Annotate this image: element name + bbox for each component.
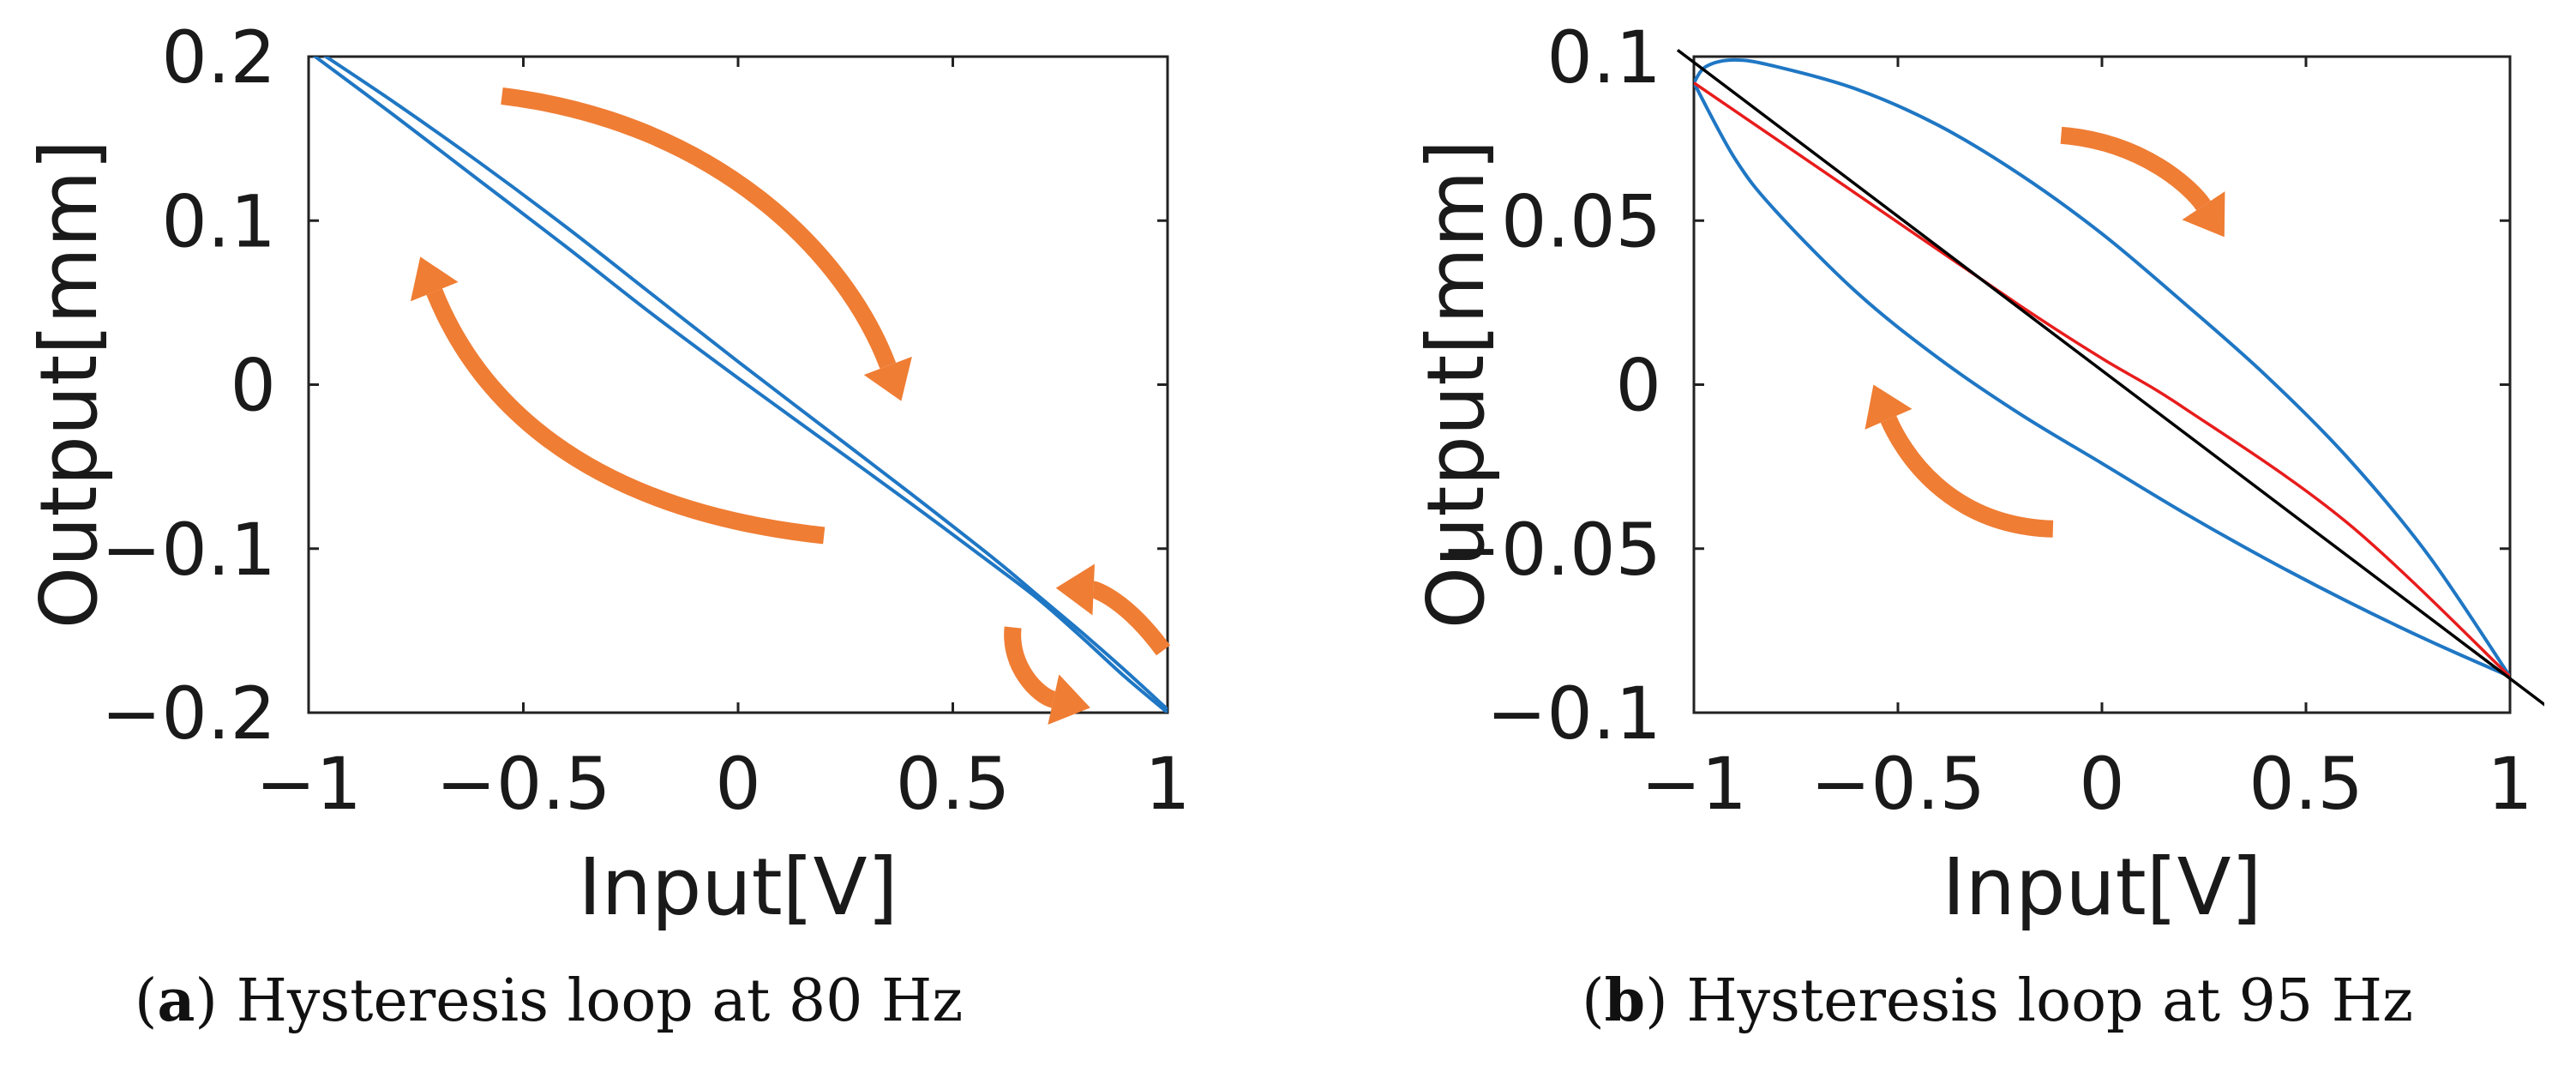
arrow-head	[1864, 384, 1912, 430]
arrow-upper-right	[2060, 126, 2225, 238]
arrow-top	[501, 87, 912, 401]
tick-marks	[307, 55, 1169, 714]
x-tick-label: −1	[1641, 742, 1747, 826]
y-tick-label: −0.1	[1486, 672, 1661, 756]
panel-caption: (a) Hysteresis loop at 80 Hz	[135, 967, 963, 1035]
arrow-head	[2182, 191, 2225, 238]
panel-caption: (b) Hysteresis loop at 95 Hz	[1582, 967, 2413, 1035]
plot-frame	[307, 55, 1169, 714]
y-tick-label: −0.1	[101, 508, 276, 592]
y-axis-label: Output[mm]	[23, 140, 115, 629]
y-tick-label: 0.1	[161, 179, 276, 263]
x-tick-label: 1	[2487, 742, 2532, 826]
tick-marks	[1692, 55, 2512, 714]
series-loop-upper	[322, 57, 1168, 711]
arrow-head	[410, 256, 459, 302]
y-tick-label: 0	[231, 344, 276, 428]
tick-labels: −1 −0.5 0 0.5 1 −0.1 −0.05 0 0.05 0.1	[1441, 15, 2533, 826]
arrow-head	[1048, 674, 1090, 725]
caption-text: Hysteresis loop at 80 Hz	[237, 967, 964, 1035]
arrow-shaft	[2060, 126, 2211, 211]
arrow-shaft	[501, 87, 897, 370]
arrow-left	[410, 256, 826, 545]
arrow-layer	[410, 87, 1171, 725]
caption-text: Hysteresis loop at 95 Hz	[1686, 967, 2413, 1035]
x-tick-label: 0	[715, 742, 760, 826]
y-tick-label: 0.1	[1546, 15, 1661, 99]
series-linear-fit	[1676, 48, 2544, 707]
series-loop-upper	[1694, 57, 2510, 678]
caption-letter: b	[1605, 967, 1646, 1035]
x-tick-label: 0.5	[2249, 742, 2363, 826]
y-tick-label: 0.2	[161, 15, 276, 99]
caption-letter: a	[157, 967, 195, 1035]
arrow-right-upper	[1055, 563, 1171, 656]
panel-a: −1 −0.5 0 0.5 1 −0.2 −0.1 0 0.1 0.2 Input[V] Outp…	[23, 15, 1191, 1035]
arrow-lower-left	[1864, 384, 2054, 538]
arrow-head	[863, 356, 912, 401]
series-mean-curve	[1694, 81, 2510, 678]
tick-labels: −1 −0.5 0 0.5 1 −0.2 −0.1 0 0.1 0.2	[101, 15, 1191, 826]
x-tick-label: 0.5	[896, 742, 1011, 826]
y-tick-label: −0.2	[101, 672, 276, 756]
arrow-shaft	[1880, 415, 2054, 538]
y-tick-label: 0.05	[1501, 179, 1661, 263]
series-layer	[312, 57, 1168, 713]
x-axis-label: Input[V]	[579, 841, 898, 933]
x-tick-label: −0.5	[1810, 742, 1985, 826]
x-tick-label: 0	[2079, 742, 2124, 826]
arrow-head	[1055, 563, 1095, 616]
y-tick-label: −0.05	[1441, 508, 1661, 592]
x-tick-label: 1	[1144, 742, 1190, 826]
arrow-shaft	[426, 288, 826, 545]
panel-b: −1 −0.5 0 0.5 1 −0.1 −0.05 0 0.05 0.1 Input[V] Ou…	[1410, 15, 2544, 1035]
arrow-shaft	[1004, 626, 1057, 708]
x-tick-label: −1	[255, 742, 362, 826]
series-loop-lower	[1694, 81, 2510, 678]
y-tick-label: 0	[1616, 344, 1661, 428]
x-tick-label: −0.5	[436, 742, 611, 826]
series-layer	[1676, 48, 2544, 707]
series-loop-lower	[312, 57, 1168, 713]
arrow-layer	[1864, 126, 2225, 538]
arrow-shaft	[1091, 581, 1171, 656]
y-axis-label: Output[mm]	[1410, 140, 1502, 629]
x-axis-label: Input[V]	[1943, 841, 2262, 933]
arrow-right-lower	[1004, 626, 1090, 725]
